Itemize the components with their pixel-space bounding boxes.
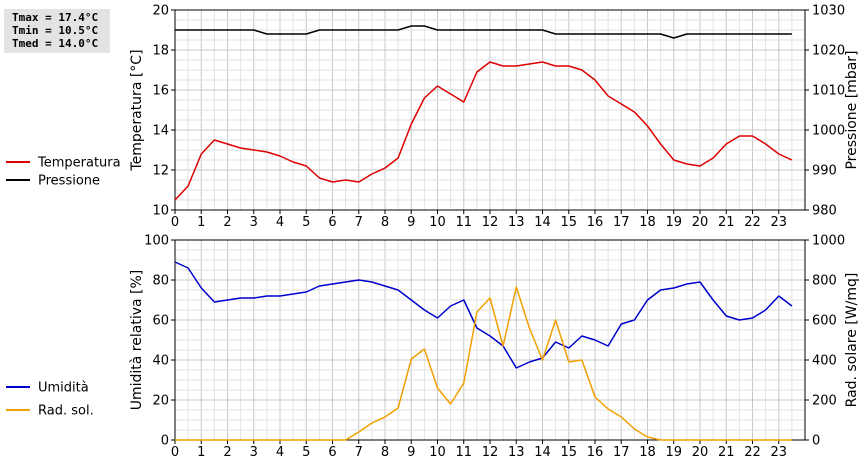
chart1-xtick-label: 23 xyxy=(770,215,787,230)
chart1-ytick-label: 10 xyxy=(152,204,169,219)
chart1-series-temperatura xyxy=(174,61,793,201)
chart2-xtick-label: 6 xyxy=(328,445,336,460)
chart2-y2tick-label: 800 xyxy=(812,274,837,289)
chart2-xtick-label: 21 xyxy=(718,445,735,460)
chart2-xtick-label: 3 xyxy=(250,445,258,460)
chart1-xtick-label: 12 xyxy=(482,215,499,230)
chart2-y2tick-label: 200 xyxy=(812,394,837,409)
chart1-y2label: Pressione [mbar] xyxy=(844,50,860,169)
chart1-xtick-label: 7 xyxy=(355,215,363,230)
chart2-xtick-label: 1 xyxy=(197,445,205,460)
chart2-xtick-label: 16 xyxy=(587,445,604,460)
chart2-y2tick-label: 600 xyxy=(812,314,837,329)
chart1-xtick-label: 9 xyxy=(407,215,415,230)
chart2-xtick-label: 4 xyxy=(276,445,284,460)
chart2-xtick-label: 11 xyxy=(455,445,472,460)
chart1-ytick-label: 14 xyxy=(152,124,169,139)
chart1-y2tick-label: 980 xyxy=(812,204,837,219)
chart1-xtick-label: 17 xyxy=(613,215,630,230)
chart2-y2tick-label: 1000 xyxy=(812,234,845,249)
chart1-xtick-label: 4 xyxy=(276,215,284,230)
chart2-ytick-label: 100 xyxy=(144,234,169,249)
chart1-xtick-label: 10 xyxy=(429,215,446,230)
chart2-xtick-label: 8 xyxy=(381,445,389,460)
chart1-y2tick-label: 1030 xyxy=(812,4,845,19)
chart1-xtick-label: 14 xyxy=(534,215,551,230)
chart1-xtick-label: 8 xyxy=(381,215,389,230)
chart1-y2tick-label: 1020 xyxy=(812,44,845,59)
chart2-xtick-label: 12 xyxy=(482,445,499,460)
chart1-ytick-label: 18 xyxy=(152,44,169,59)
chart2-ytick-label: 40 xyxy=(152,354,169,369)
chart1-xtick-label: 18 xyxy=(639,215,656,230)
chart2-xtick-label: 10 xyxy=(429,445,446,460)
chart2-xtick-label: 18 xyxy=(639,445,656,460)
chart2-xtick-label: 19 xyxy=(665,445,682,460)
chart1-ytick-label: 16 xyxy=(152,84,169,99)
chart1-xtick-label: 16 xyxy=(587,215,604,230)
chart1-xtick-label: 15 xyxy=(560,215,577,230)
chart2-xtick-label: 22 xyxy=(744,445,761,460)
chart1-y2tick-label: 990 xyxy=(812,164,837,179)
chart1-xtick-label: 20 xyxy=(692,215,709,230)
chart1-y2tick-label: 1010 xyxy=(812,84,845,99)
chart1-xtick-label: 2 xyxy=(223,215,231,230)
chart1-series-pressione xyxy=(175,25,792,39)
chart2-ylabel: Umidità relativa [%] xyxy=(129,270,145,411)
chart1-xtick-label: 0 xyxy=(171,215,179,230)
chart2-xtick-label: 13 xyxy=(508,445,525,460)
chart2-xtick-label: 14 xyxy=(534,445,551,460)
chart1-xtick-label: 22 xyxy=(744,215,761,230)
chart2-ytick-label: 20 xyxy=(152,394,169,409)
chart2-series-umidit xyxy=(174,261,793,369)
chart2-y2tick-label: 0 xyxy=(812,434,820,449)
chart2-xtick-label: 23 xyxy=(770,445,787,460)
chart1-ytick-label: 20 xyxy=(152,4,169,19)
chart1-legend-label-temperatura: Temperatura xyxy=(37,156,121,171)
chart1-xtick-label: 6 xyxy=(328,215,336,230)
chart1-xtick-label: 13 xyxy=(508,215,525,230)
chart2-xtick-label: 15 xyxy=(560,445,577,460)
chart2-xtick-label: 5 xyxy=(302,445,310,460)
chart1-legend-label-pressione: Pressione xyxy=(38,174,100,189)
chart1-xtick-label: 21 xyxy=(718,215,735,230)
chart1-xtick-label: 5 xyxy=(302,215,310,230)
chart2-ytick-label: 0 xyxy=(161,434,169,449)
chart2-xtick-label: 9 xyxy=(407,445,415,460)
tmax-label: Tmax = 17.4°C xyxy=(12,11,99,24)
stats-box: Tmax = 17.4°C Tmin = 10.5°C Tmed = 14.0°… xyxy=(4,9,110,53)
chart1-y2tick-label: 1000 xyxy=(812,124,845,139)
chart1-ylabel: Temperatura [°C] xyxy=(129,49,145,171)
chart2-xtick-label: 0 xyxy=(171,445,179,460)
chart2-legend-label-umidit: Umidità xyxy=(38,381,89,396)
chart2-xtick-label: 20 xyxy=(692,445,709,460)
chart1-xtick-label: 11 xyxy=(455,215,472,230)
chart1-ytick-label: 12 xyxy=(152,164,169,179)
chart1-xtick-label: 3 xyxy=(250,215,258,230)
tmin-label: Tmin = 10.5°C xyxy=(12,24,99,37)
chart2-ytick-label: 60 xyxy=(152,314,169,329)
chart2-y2label: Rad. solare [W/mq] xyxy=(844,273,860,408)
chart2-ytick-label: 80 xyxy=(152,274,169,289)
chart1-xtick-label: 19 xyxy=(665,215,682,230)
chart2-series-rad-sol xyxy=(175,286,792,441)
chart2-xtick-label: 17 xyxy=(613,445,630,460)
chart1-xtick-label: 1 xyxy=(197,215,205,230)
chart2-xtick-label: 2 xyxy=(223,445,231,460)
tmed-label: Tmed = 14.0°C xyxy=(12,37,99,50)
chart2-legend-label-rad-sol: Rad. sol. xyxy=(38,404,94,419)
chart2-xtick-label: 7 xyxy=(355,445,363,460)
chart2-y2tick-label: 400 xyxy=(812,354,837,369)
